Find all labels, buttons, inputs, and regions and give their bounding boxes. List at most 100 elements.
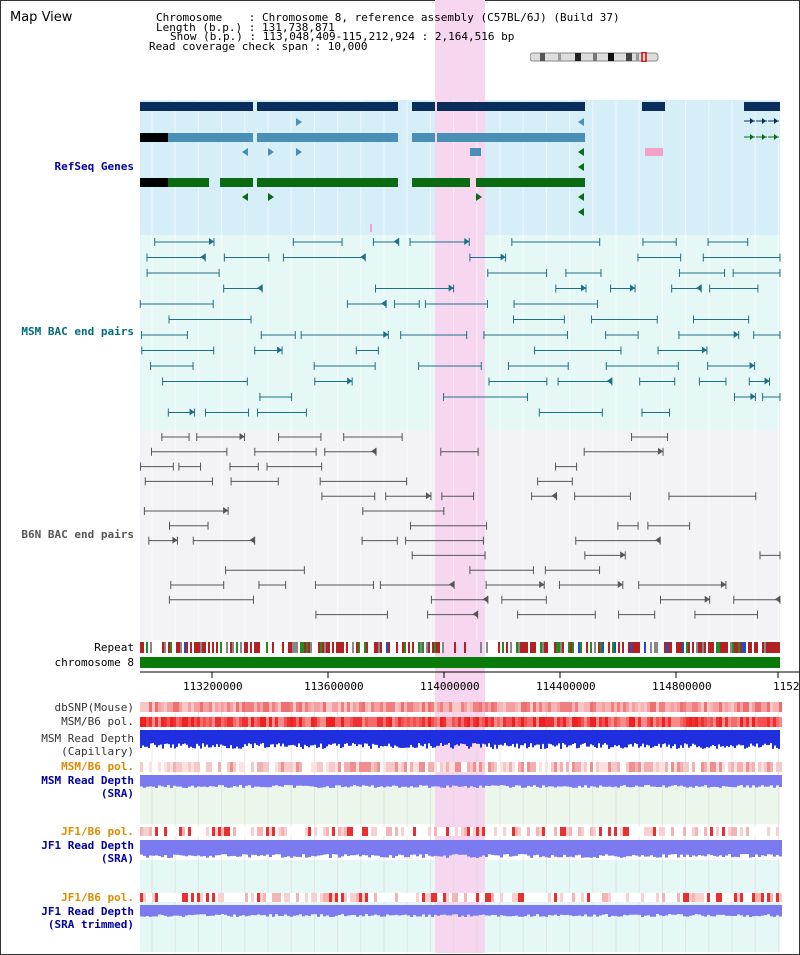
heat-cell <box>266 762 269 772</box>
heat-cell <box>398 762 401 772</box>
depth-bar <box>431 905 434 917</box>
heat-cell <box>257 827 260 836</box>
heat-cell <box>242 702 245 712</box>
heat-cell <box>509 717 512 727</box>
depth-bar <box>658 730 660 744</box>
repeat-segment <box>304 642 306 653</box>
heat-cell <box>770 827 773 836</box>
heat-cell <box>719 762 722 772</box>
heat-cell <box>740 893 743 902</box>
depth-bar <box>503 905 506 916</box>
heat-cell <box>740 702 743 712</box>
heat-cell <box>527 762 530 772</box>
heat-cell <box>521 762 524 772</box>
depth-bar <box>671 905 674 915</box>
depth-bar <box>374 775 377 788</box>
depth-bar <box>416 775 419 788</box>
repeat-segment <box>154 642 156 653</box>
repeat-segment <box>376 642 378 653</box>
depth-bar <box>197 775 200 787</box>
strand-arrow <box>774 134 778 140</box>
strand-arrow <box>242 148 248 156</box>
track-label-msm-bac[interactable]: MSM BAC end pairs <box>21 325 134 338</box>
heat-cell <box>344 762 347 772</box>
heat-cell <box>701 702 704 712</box>
heat-cell <box>647 717 650 727</box>
depth-bar <box>152 905 155 917</box>
heat-cell <box>779 827 782 836</box>
depth-bar <box>776 775 779 786</box>
heat-cell <box>434 893 437 902</box>
strand-arrow <box>620 551 626 559</box>
depth-bar <box>468 730 470 749</box>
heat-cell <box>449 762 452 772</box>
repeat-segment <box>426 642 428 653</box>
heat-cell <box>152 702 155 712</box>
heat-cell <box>239 893 242 902</box>
depth-bar <box>578 905 581 916</box>
heat-cell <box>776 717 779 727</box>
heat-cell <box>350 762 353 772</box>
depth-bar <box>280 730 282 747</box>
heat-cell <box>344 717 347 727</box>
heat-cell <box>497 702 500 712</box>
heat-cell <box>278 893 281 902</box>
depth-bar <box>509 775 512 788</box>
heat-cell <box>623 702 626 712</box>
depth-bar <box>368 840 371 858</box>
depth-bar <box>599 775 602 786</box>
heat-cell <box>650 702 653 712</box>
depth-bar <box>686 905 689 917</box>
depth-bar <box>338 840 341 858</box>
depth-bar <box>682 730 684 748</box>
depth-bar <box>158 730 160 746</box>
heat-cell <box>419 702 422 712</box>
heat-cell <box>155 762 158 772</box>
repeat-segment <box>226 642 228 653</box>
depth-bar <box>398 840 401 855</box>
heat-cell <box>593 702 596 712</box>
depth-bar <box>191 775 194 786</box>
depth-bar <box>316 730 318 748</box>
heat-cell <box>446 702 449 712</box>
heat-cell <box>446 717 449 727</box>
depth-bar <box>268 730 270 747</box>
depth-bar <box>452 730 454 749</box>
heat-cell <box>731 702 734 712</box>
depth-bar <box>326 730 328 747</box>
heat-cell <box>494 827 497 836</box>
heat-cell <box>449 717 452 727</box>
heat-cell <box>602 702 605 712</box>
depth-bar <box>470 775 473 787</box>
heat-cell <box>347 893 350 902</box>
heat-cell <box>419 827 422 836</box>
heat-cell <box>503 893 506 902</box>
depth-bar <box>578 730 580 748</box>
track-label-refseq[interactable]: RefSeq Genes <box>54 160 134 173</box>
heat-cell <box>527 702 530 712</box>
depth-bar <box>557 840 560 858</box>
track-label-b6n-bac[interactable]: B6N BAC end pairs <box>21 528 134 541</box>
heat-cell <box>668 762 671 772</box>
depth-bar <box>305 775 308 786</box>
depth-bar <box>742 730 744 746</box>
depth-bar <box>350 905 353 916</box>
repeat-segment <box>242 642 244 653</box>
repeat-segment <box>772 642 774 653</box>
heat-cell <box>410 762 413 772</box>
heat-cell <box>233 717 236 727</box>
heat-cell <box>485 762 488 772</box>
depth-bar <box>434 730 436 748</box>
heat-cell <box>374 762 377 772</box>
depth-bar <box>584 905 587 915</box>
chromosome-ideogram[interactable] <box>530 52 660 62</box>
depth-bar <box>614 840 617 857</box>
depth-bar <box>275 775 278 786</box>
heat-cell <box>230 893 233 902</box>
heat-cell <box>395 762 398 772</box>
repeat-segment <box>678 642 680 653</box>
depth-bar <box>210 730 212 748</box>
depth-bar <box>335 905 338 916</box>
depth-bar <box>647 905 650 916</box>
